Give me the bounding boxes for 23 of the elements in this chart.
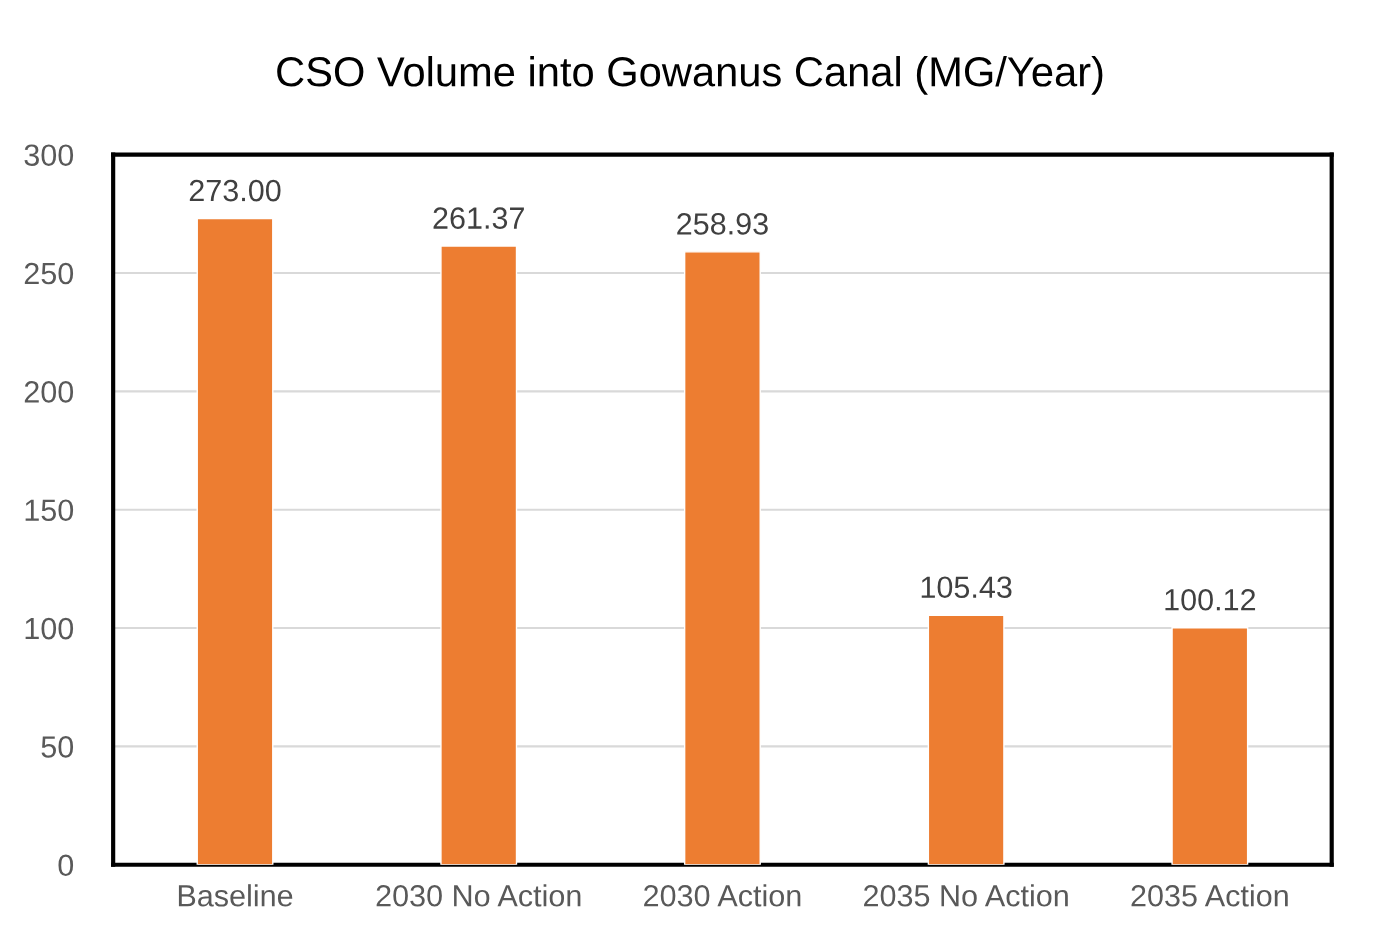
y-tick-label: 0	[58, 854, 74, 877]
x-tick-label: 2035 Action	[1131, 884, 1288, 907]
data-label: 273.00	[189, 179, 281, 202]
x-tick-label: Baseline	[178, 884, 293, 907]
bar	[1171, 627, 1249, 865]
data-label: 105.43	[921, 576, 1012, 599]
y-tick-label: 50	[41, 736, 74, 758]
bar	[196, 217, 274, 865]
x-tick-label: 2030 No Action	[376, 884, 581, 907]
bar	[683, 251, 761, 865]
data-label: 100.12	[1165, 588, 1256, 611]
y-tick-label: 250	[24, 262, 74, 285]
data-label: 258.93	[677, 213, 768, 235]
chart-title: CSO Volume into Gowanus Canal (MG/Year)	[277, 56, 1103, 95]
y-tick-label: 200	[24, 381, 74, 403]
y-tick-label: 100	[25, 617, 74, 640]
data-label: 261.37	[433, 207, 524, 229]
bar	[927, 614, 1005, 865]
bar	[440, 245, 518, 865]
x-tick-label: 2035 No Action	[864, 884, 1068, 907]
y-tick-label: 300	[24, 144, 74, 167]
x-tick-label: 2030 Action	[644, 884, 801, 907]
y-tick-label: 150	[25, 499, 74, 522]
